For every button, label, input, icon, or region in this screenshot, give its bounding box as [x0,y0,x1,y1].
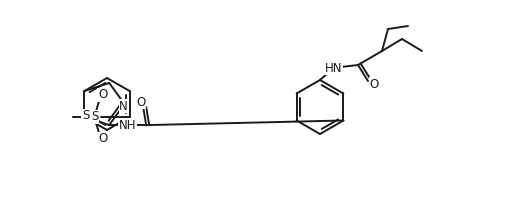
Text: N: N [119,99,128,113]
Text: O: O [137,95,146,109]
Text: S: S [82,109,89,123]
Text: NH: NH [118,119,136,131]
Text: S: S [91,111,98,123]
Text: O: O [369,77,378,91]
Text: O: O [98,133,107,145]
Text: O: O [98,89,107,101]
Text: HN: HN [325,61,343,75]
